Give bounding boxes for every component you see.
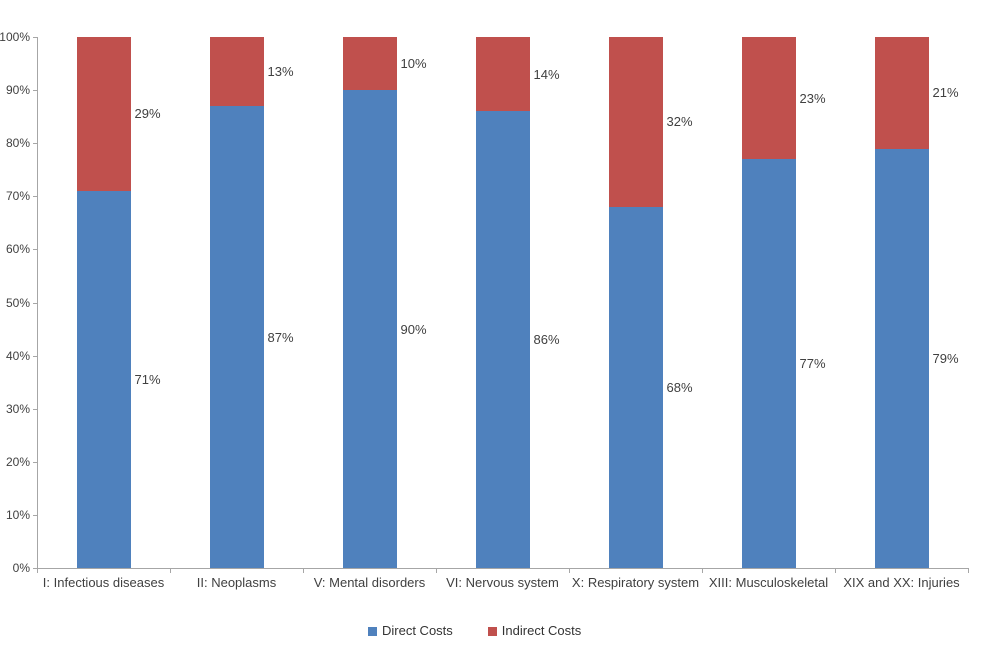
data-label: 29%: [134, 106, 161, 122]
y-tick-label: 50%: [5, 295, 30, 310]
legend-label: Direct Costs: [382, 623, 453, 638]
y-tick-mark: [33, 37, 38, 38]
bar-segment-direct-costs: [608, 206, 663, 568]
y-tick-label: 20%: [5, 454, 30, 469]
x-tick-mark: [170, 568, 171, 573]
data-label: 14%: [533, 66, 560, 82]
x-tick-label: XIX and XX: Injuries: [843, 575, 960, 590]
bar-segment-indirect-costs: [874, 37, 929, 149]
bar-segment-direct-costs: [741, 159, 796, 568]
y-tick-label: 0%: [12, 561, 30, 575]
bar-segment-direct-costs: [874, 148, 929, 568]
x-tick-label: V: Mental disorders: [313, 575, 426, 590]
data-label: 32%: [666, 114, 693, 130]
bar-segment-indirect-costs: [342, 37, 397, 91]
data-label: 10%: [400, 56, 427, 72]
data-label: 77%: [799, 356, 826, 372]
legend: Direct Costs Indirect Costs: [368, 624, 581, 638]
bar-segment-indirect-costs: [608, 37, 663, 207]
legend-swatch-icon: [368, 626, 377, 636]
x-axis-line: [37, 568, 968, 569]
data-label: 13%: [267, 64, 294, 79]
y-tick-label: 40%: [5, 348, 30, 363]
y-tick-mark: [33, 514, 38, 516]
y-tick-mark: [33, 355, 38, 357]
x-tick-label: X: Respiratory system: [571, 575, 700, 590]
data-label: 86%: [533, 332, 560, 348]
y-tick-mark: [33, 143, 38, 145]
bar-segment-indirect-costs: [475, 37, 530, 112]
bar-segment-direct-costs: [475, 111, 530, 568]
bar-segment-indirect-costs: [209, 37, 264, 107]
x-tick-mark: [968, 568, 969, 573]
data-label: 90%: [400, 321, 427, 337]
y-tick-label: 90%: [5, 83, 30, 98]
y-tick-label: 60%: [5, 242, 30, 257]
legend-item-indirect-costs: Indirect Costs: [487, 623, 582, 638]
data-label: 79%: [932, 350, 959, 366]
y-tick-label: 30%: [5, 401, 30, 416]
y-tick-label: 80%: [5, 136, 30, 151]
x-tick-label: I: Infectious diseases: [42, 575, 165, 590]
x-tick-mark: [569, 568, 570, 573]
y-tick-label: 70%: [5, 189, 30, 204]
data-label: 23%: [799, 90, 826, 106]
x-tick-label: II: Neoplasms: [196, 575, 277, 590]
legend-item-direct-costs: Direct Costs: [368, 624, 453, 638]
y-tick-label: 10%: [5, 507, 30, 522]
y-tick-mark: [33, 90, 38, 92]
bar-segment-direct-costs: [209, 106, 264, 568]
x-tick-label: VI: Nervous system: [446, 575, 559, 590]
data-label: 21%: [932, 85, 959, 101]
y-tick-mark: [33, 568, 38, 569]
y-tick-mark: [33, 196, 38, 198]
x-tick-label: XIII: Musculoskeletal: [708, 575, 829, 590]
y-tick-label: 100%: [0, 30, 30, 44]
data-label: 68%: [666, 379, 693, 395]
x-tick-mark: [702, 568, 703, 573]
x-tick-mark: [835, 568, 836, 573]
bar-segment-indirect-costs: [76, 37, 131, 191]
x-tick-mark: [303, 568, 304, 573]
bar-segment-direct-costs: [76, 190, 131, 568]
y-tick-mark: [33, 302, 38, 304]
y-tick-mark: [33, 408, 38, 410]
y-tick-mark: [33, 249, 38, 251]
legend-label: Indirect Costs: [501, 623, 582, 638]
bar-segment-direct-costs: [342, 90, 397, 568]
bar-segment-indirect-costs: [741, 37, 796, 160]
x-tick-mark: [37, 568, 38, 573]
data-label: 87%: [267, 329, 294, 345]
legend-swatch-icon: [487, 626, 497, 636]
data-label: 71%: [134, 371, 161, 387]
y-tick-mark: [33, 461, 38, 463]
x-tick-mark: [436, 568, 437, 573]
